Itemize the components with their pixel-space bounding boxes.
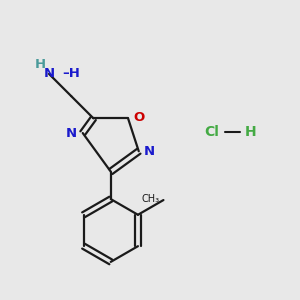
Text: N: N — [144, 145, 155, 158]
Text: N: N — [44, 68, 55, 80]
Text: H: H — [245, 125, 257, 139]
Text: N: N — [66, 127, 77, 140]
Text: H: H — [34, 58, 46, 70]
Text: O: O — [134, 111, 145, 124]
Text: –H: –H — [62, 68, 80, 80]
Text: CH₃: CH₃ — [141, 194, 160, 204]
Text: Cl: Cl — [204, 125, 219, 139]
